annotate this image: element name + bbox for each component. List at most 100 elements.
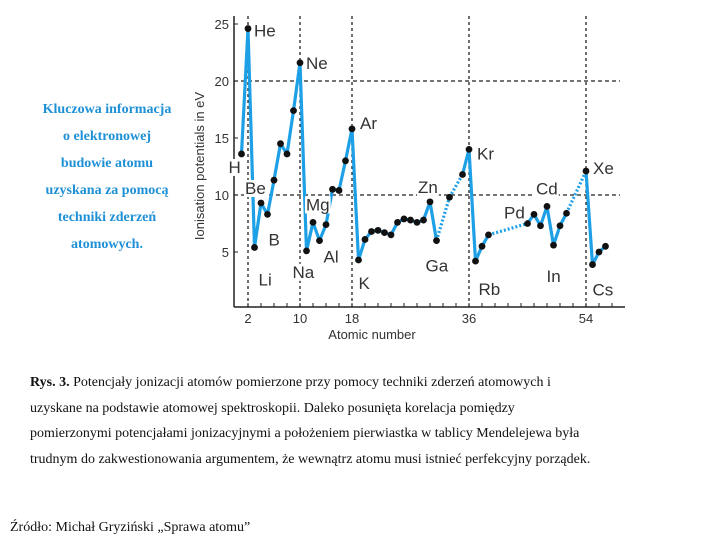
data-point: [394, 218, 401, 226]
series-segment: [265, 178, 276, 216]
element-label-background: [322, 248, 340, 266]
side-note: Kluczowa informacja o elektronowej budow…: [22, 96, 192, 258]
series-segment: [350, 127, 361, 262]
x-tick-label: 54: [579, 311, 593, 326]
x-tick-label: 10: [293, 311, 307, 326]
x-tick-label: 36: [462, 311, 476, 326]
element-label-background: [267, 231, 281, 249]
element-label-background: [227, 158, 242, 176]
series-line: [239, 26, 608, 267]
series-segment: [551, 224, 562, 247]
element-label: K: [359, 274, 371, 293]
data-point: [244, 25, 252, 32]
element-label: Kr: [477, 144, 494, 163]
data-point: [296, 59, 304, 67]
element-label: B: [269, 230, 280, 249]
element-label-background: [305, 54, 329, 72]
series-segment: [538, 204, 549, 228]
data-point: [329, 185, 336, 193]
element-labels: H He Li Be B Ne Na Mg Al Ar K Zn Ga Kr Rb Pd Cd In Xe Cs: [227, 22, 615, 300]
side-note-line: o elektronowej: [63, 129, 151, 144]
y-tick-label: 15: [215, 131, 229, 146]
element-label-background: [424, 257, 450, 275]
element-label-background: [591, 281, 615, 299]
data-point: [478, 242, 486, 250]
series-segment: [246, 26, 257, 250]
element-label-background: [535, 180, 559, 198]
data-point: [283, 150, 291, 158]
data-point: [433, 237, 440, 245]
data-point: [257, 199, 265, 207]
series-segment: [467, 147, 478, 263]
element-label: Ga: [426, 257, 449, 276]
series-segment: [584, 169, 595, 267]
y-tick-label: 5: [222, 245, 229, 260]
data-point: [251, 244, 258, 251]
data-point: [290, 107, 297, 115]
figure-caption: Rys. 3. Potencjały jonizacji atomów pomi…: [30, 370, 690, 472]
side-note-line: uzyskana za pomocą: [45, 183, 169, 198]
caption-label: Rys. 3.: [30, 375, 70, 390]
series-segment: [448, 173, 464, 199]
data-point: [277, 140, 284, 148]
data-point: [582, 167, 590, 175]
element-label-background: [545, 268, 562, 286]
data-point: [426, 198, 434, 206]
x-tick-label: 18: [345, 311, 359, 326]
element-label: Be: [245, 179, 266, 198]
data-point: [446, 193, 453, 201]
x-tick-label: 2: [244, 311, 251, 326]
data-point: [563, 209, 570, 217]
data-point: [556, 222, 564, 230]
series-segment: [428, 200, 439, 243]
element-label: He: [254, 22, 276, 41]
element-label: In: [547, 267, 561, 286]
element-label: Pd: [504, 203, 525, 222]
data-point: [602, 242, 609, 250]
side-note-line: budowie atomu: [60, 156, 154, 171]
y-tick-label: 10: [215, 188, 229, 203]
data-point: [530, 210, 538, 218]
element-label: H: [229, 158, 241, 177]
element-label-background: [257, 271, 273, 289]
data-point: [342, 157, 349, 165]
series-segment: [272, 142, 283, 182]
data-point: [316, 237, 323, 245]
data-point: [589, 261, 596, 268]
element-label: Rb: [479, 280, 501, 299]
caption-line-2: uzyskane na podstawie atomowej spektrosk…: [30, 400, 515, 416]
element-label-background: [417, 178, 439, 196]
series-segment: [304, 220, 315, 253]
data-point: [550, 241, 557, 249]
caption-line-4: trudnym do zakwestionowania argumentem, …: [30, 451, 591, 467]
side-note-line: atomowych.: [71, 237, 143, 252]
x-axis-title: Atomic number: [328, 327, 416, 342]
data-point: [348, 125, 356, 133]
element-label: Zn: [418, 178, 438, 197]
data-point: [270, 176, 278, 184]
element-label-background: [253, 22, 277, 40]
element-label: Al: [324, 248, 339, 267]
data-point: [309, 218, 317, 226]
series-segment: [488, 221, 528, 237]
side-note-line: techniki zderzeń: [57, 210, 157, 225]
data-point: [355, 256, 362, 264]
data-point: [543, 203, 551, 210]
data-point: [361, 236, 369, 243]
element-label-background: [291, 263, 316, 281]
data-point: [400, 215, 408, 223]
source-credit: Źródło: Michał Gryziński „Sprawa atomu”: [10, 520, 251, 535]
data-point: [381, 229, 388, 237]
data-point: [472, 257, 479, 265]
data-point: [413, 218, 421, 226]
element-label-background: [359, 114, 379, 132]
element-label: Cs: [593, 281, 614, 300]
element-label: Li: [259, 270, 272, 289]
caption-line-1: Potencjały jonizacji atomów pomierzone p…: [69, 375, 551, 390]
series-segment: [239, 26, 250, 156]
side-note-line: Kluczowa informacja: [42, 102, 172, 117]
element-label-background: [305, 196, 331, 214]
series-segment: [298, 61, 309, 253]
data-point: [374, 226, 382, 234]
data-point: [387, 231, 395, 239]
